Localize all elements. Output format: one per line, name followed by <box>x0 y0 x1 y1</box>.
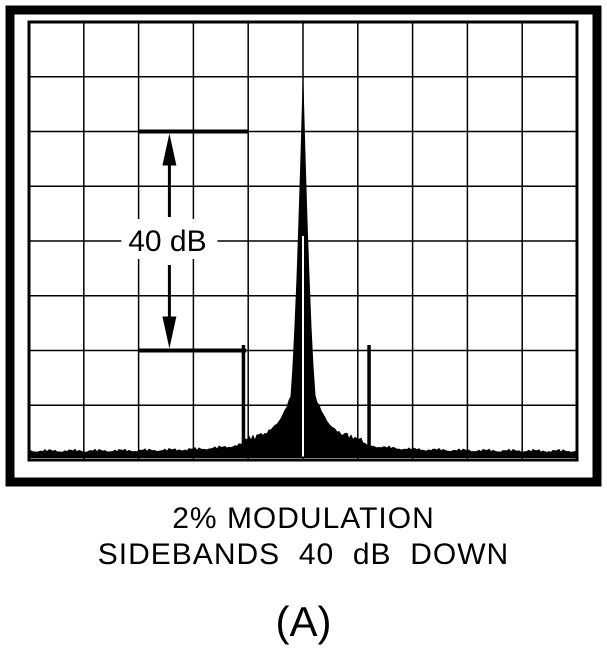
caption-line-1: 2% MODULATION <box>172 502 435 535</box>
spectrum-display: 40 dB <box>5 5 602 487</box>
lower-sideband-spike <box>241 345 246 455</box>
caption-line-2: SIDEBANDS 40 dB DOWN <box>97 538 510 571</box>
arrow-down-icon <box>162 316 177 349</box>
level-label-background <box>121 219 218 259</box>
display-bezel <box>5 5 602 487</box>
arrow-up-icon <box>162 133 177 166</box>
upper-sideband-spike <box>367 345 371 455</box>
level-difference-label: 40 dB <box>128 225 206 258</box>
panel-label: (A) <box>275 598 332 645</box>
